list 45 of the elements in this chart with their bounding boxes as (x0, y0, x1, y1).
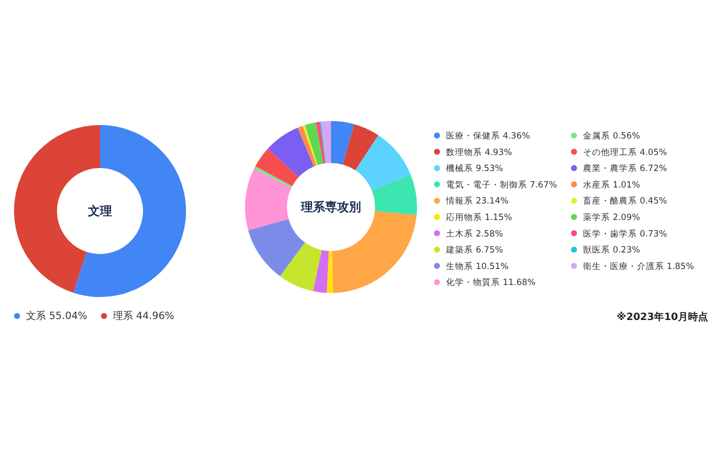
legend-label: 医学・歯学系 0.73% (583, 228, 668, 240)
donut-slice (312, 250, 329, 293)
donut-slice (280, 242, 322, 292)
donut-slice (298, 126, 316, 166)
donut-slice (304, 122, 324, 166)
donut-slice (254, 166, 292, 188)
donut-slice (245, 168, 292, 230)
text: ※2023年10月時点 (616, 311, 708, 323)
legend-label: 生物系 10.51% (446, 260, 508, 272)
donut-slice (268, 128, 314, 178)
donut-slice (372, 174, 417, 216)
legend-label: その他理工系 4.05% (583, 146, 668, 158)
legend-label: 農業・農学系 6.72% (583, 163, 668, 174)
legend-label: 水産系 1.01% (583, 179, 640, 190)
donut-slice (332, 211, 417, 293)
legend-label: 医療・保健系 4.36% (446, 130, 530, 142)
donut-slice (302, 125, 318, 166)
donut-slice (326, 250, 333, 293)
text: 理系専攻別 (300, 200, 361, 214)
donut-slice (321, 121, 331, 164)
donut-slice (342, 124, 378, 170)
legend-label: 文系 55.04% (26, 310, 88, 322)
legend-label: 薬学系 2.09% (583, 212, 640, 223)
legend-label: 電気・電子・制御系 7.67% (446, 179, 558, 190)
legend-label: 応用物系 1.15% (446, 212, 512, 223)
donut-slice (331, 121, 354, 165)
donut-slice (320, 122, 326, 164)
legend-label: 化学・物質系 11.68% (446, 277, 536, 288)
donut-slice (355, 135, 411, 190)
donut-slice (248, 218, 305, 276)
legend-label: 衛生・医療・介護系 1.85% (583, 260, 694, 272)
legend-label: 情報系 23.14% (445, 196, 508, 207)
legend-label: 建築系 6.75% (445, 244, 504, 256)
legend-label: 数理物系 4.93% (446, 146, 512, 158)
text: 文理 (87, 204, 112, 218)
legend-label: 獣医系 0.23% (583, 244, 640, 256)
legend-label: 機械系 9.53% (446, 163, 504, 174)
legend-label: 理系 44.96% (113, 310, 174, 322)
legend-label: 畜産・酪農系 0.45% (583, 196, 668, 207)
donut-slice (14, 125, 100, 293)
donut-slice (73, 125, 186, 297)
legend-label: 土木系 2.58% (446, 228, 504, 240)
legend-label: 金属系 0.56% (583, 130, 640, 142)
donut-slice (255, 148, 299, 186)
donut-slice (316, 122, 326, 164)
